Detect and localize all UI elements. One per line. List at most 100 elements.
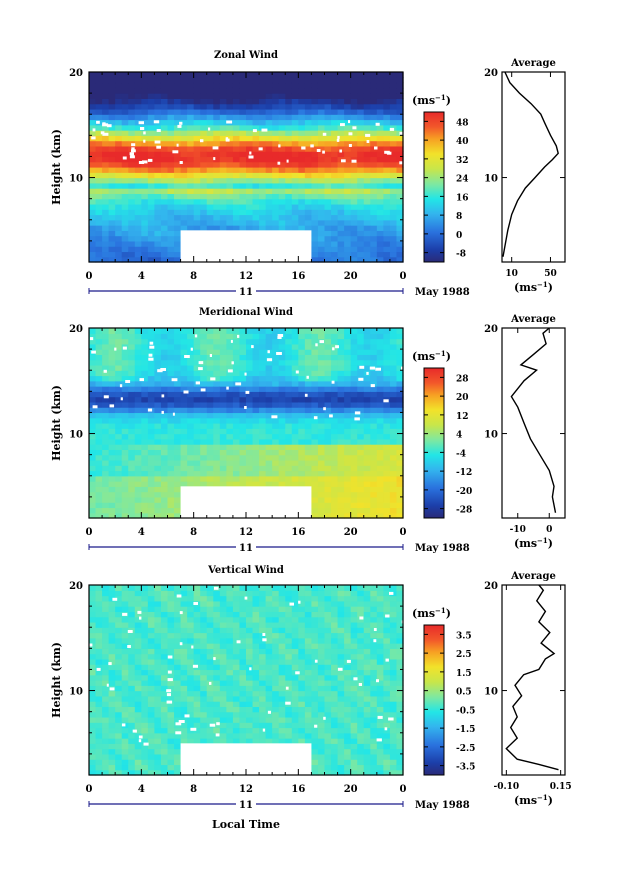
colorbar-tick-label: 20 bbox=[456, 393, 469, 403]
heatmap-cell bbox=[376, 354, 384, 361]
heatmap-cell bbox=[95, 407, 103, 414]
heatmap-cell bbox=[134, 438, 142, 445]
heatmap-cell bbox=[174, 198, 182, 205]
heatmap-cell bbox=[154, 240, 162, 247]
heatmap-cell bbox=[200, 370, 208, 377]
heatmap-cell bbox=[226, 637, 234, 644]
heatmap-cell bbox=[213, 188, 221, 194]
heatmap-cell bbox=[108, 172, 116, 179]
heatmap-cell bbox=[383, 343, 391, 350]
heatmap-cell bbox=[311, 496, 319, 503]
colorbar-tick-label: -8 bbox=[456, 250, 466, 260]
heatmap-cell bbox=[121, 193, 129, 200]
heatmap-cell bbox=[206, 417, 214, 424]
heatmap-cell bbox=[200, 738, 208, 744]
heatmap-cell bbox=[200, 449, 208, 456]
heatmap-cell bbox=[265, 225, 273, 231]
heatmap-cell bbox=[272, 108, 280, 115]
heatmap-cell bbox=[193, 701, 201, 707]
heatmap-cell bbox=[350, 240, 358, 247]
heatmap-cell bbox=[219, 412, 227, 419]
heatmap-cell bbox=[128, 658, 136, 665]
heatmap-cell bbox=[213, 653, 221, 660]
heatmap-cell bbox=[337, 240, 345, 247]
heatmap-cell bbox=[396, 145, 404, 152]
heatmap-cell bbox=[160, 370, 169, 377]
heatmap-cell bbox=[121, 103, 129, 110]
heatmap-cell bbox=[219, 648, 227, 655]
heatmap-cell bbox=[134, 251, 142, 258]
heatmap-cell bbox=[89, 417, 97, 424]
heatmap-cell bbox=[95, 140, 103, 147]
heatmap-cell bbox=[311, 338, 319, 345]
heatmap-cell bbox=[344, 396, 352, 403]
heatmap-cell bbox=[219, 77, 227, 84]
heatmap-cell bbox=[200, 130, 208, 136]
heatmap-cell bbox=[206, 98, 214, 105]
heatmap-cell bbox=[154, 391, 162, 398]
heatmap-cell bbox=[337, 349, 345, 355]
heatmap-cell bbox=[134, 759, 142, 766]
heatmap-cell bbox=[285, 72, 293, 78]
heatmap-cell bbox=[232, 87, 241, 94]
heatmap-cell bbox=[357, 491, 365, 498]
heatmap-cell bbox=[259, 354, 267, 361]
heatmap-cell bbox=[167, 209, 175, 216]
heatmap-cell bbox=[311, 354, 319, 361]
heatmap-cell bbox=[147, 743, 156, 750]
missing-data-speck bbox=[156, 129, 161, 132]
heatmap-cell bbox=[370, 433, 378, 440]
heatmap-cell bbox=[115, 151, 123, 158]
heatmap-cell bbox=[285, 449, 293, 456]
heatmap-cell bbox=[115, 606, 123, 612]
heatmap-cell bbox=[357, 496, 365, 503]
heatmap-cell bbox=[324, 114, 332, 121]
heatmap-cell bbox=[187, 648, 195, 655]
heatmap-cell bbox=[200, 375, 208, 382]
heatmap-cell bbox=[154, 72, 162, 78]
heatmap-cell bbox=[259, 396, 267, 403]
heatmap-cell bbox=[206, 209, 214, 216]
heatmap-cell bbox=[232, 114, 241, 121]
heatmap-cell bbox=[200, 444, 208, 450]
heatmap-cell bbox=[115, 124, 123, 131]
heatmap-cell bbox=[259, 454, 267, 461]
heatmap-cell bbox=[95, 333, 103, 340]
heatmap-cell bbox=[128, 727, 136, 734]
heatmap-cell bbox=[141, 119, 149, 126]
heatmap-cell bbox=[226, 438, 234, 445]
heatmap-cell bbox=[304, 103, 313, 110]
heatmap-cell bbox=[370, 82, 378, 89]
missing-data-speck bbox=[369, 366, 376, 370]
heatmap-cell bbox=[187, 225, 195, 231]
heatmap-cell bbox=[89, 685, 97, 692]
heatmap-cell bbox=[285, 680, 293, 686]
heatmap-cell bbox=[102, 140, 110, 147]
heatmap-cell bbox=[272, 611, 280, 618]
heatmap-cell bbox=[219, 459, 227, 466]
heatmap-cell bbox=[239, 156, 247, 163]
heatmap-cell bbox=[252, 203, 260, 210]
heatmap-cell bbox=[147, 188, 156, 194]
heatmap-cell bbox=[350, 502, 358, 509]
heatmap-cell bbox=[141, 396, 149, 403]
heatmap-cell bbox=[239, 727, 247, 734]
heatmap-cell bbox=[272, 103, 280, 110]
heatmap-cell bbox=[174, 219, 182, 226]
heatmap-cell bbox=[298, 167, 306, 173]
heatmap-cell bbox=[219, 98, 227, 105]
heatmap-cell bbox=[115, 364, 123, 371]
heatmap-cell bbox=[259, 370, 267, 377]
heatmap-cell bbox=[239, 680, 247, 686]
heatmap-cell bbox=[232, 177, 241, 184]
heatmap-cell bbox=[246, 386, 254, 392]
heatmap-cell bbox=[89, 459, 97, 466]
heatmap-cell bbox=[344, 359, 352, 366]
heatmap-cell bbox=[180, 481, 188, 487]
heatmap-cell bbox=[344, 449, 352, 456]
heatmap-cell bbox=[193, 193, 201, 200]
heatmap-cell bbox=[285, 454, 293, 461]
heatmap-cell bbox=[219, 732, 227, 739]
heatmap-cell bbox=[89, 590, 97, 597]
heatmap-cell bbox=[108, 98, 116, 105]
